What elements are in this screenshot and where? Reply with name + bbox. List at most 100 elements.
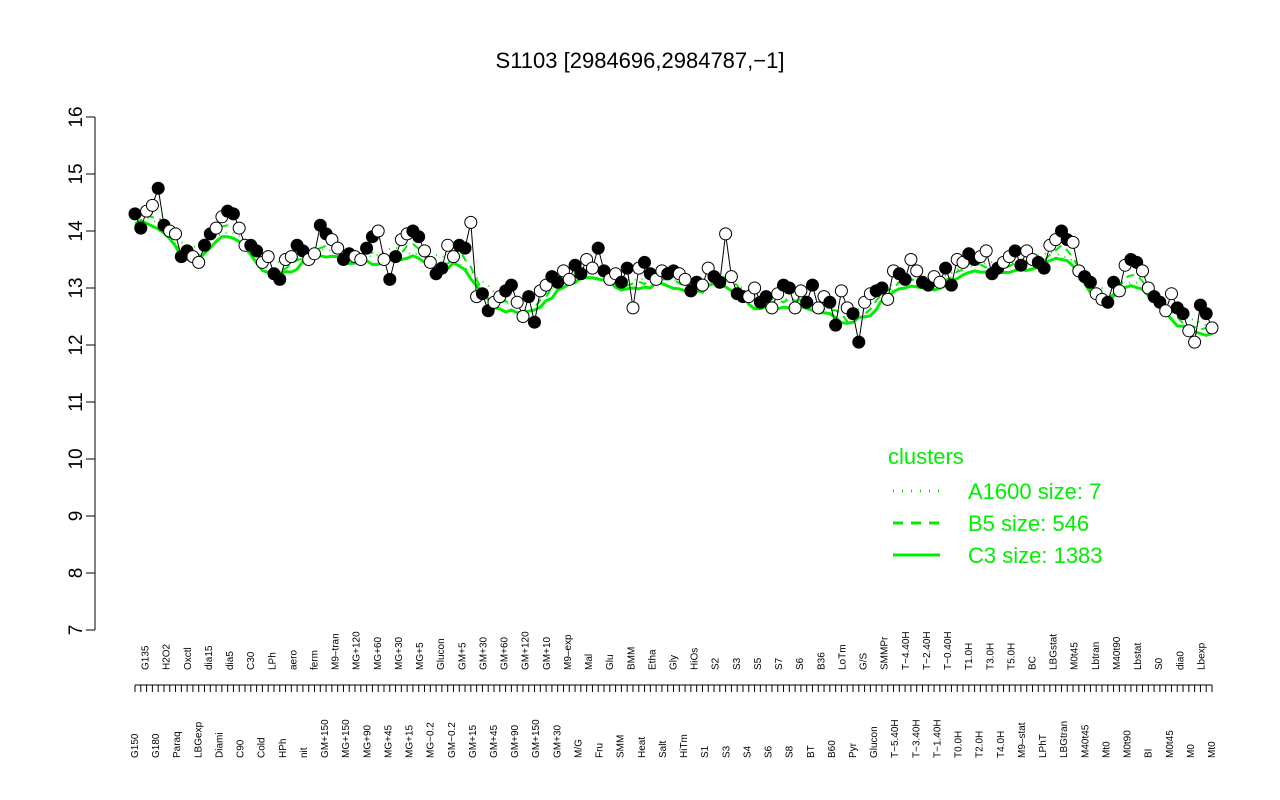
x-tick-label: S0: [1154, 657, 1165, 670]
x-tick-label: MG+150: [341, 719, 352, 758]
x-tick-label: MG+30: [394, 636, 405, 670]
y-tick-label: 12: [66, 334, 87, 355]
data-point: [354, 253, 368, 266]
x-tick-label: SMM: [616, 735, 627, 758]
x-tick-label: T−0.40H: [943, 631, 954, 670]
data-point: [1188, 335, 1202, 349]
x-tick-label: S8: [785, 745, 796, 758]
data-point: [1205, 321, 1219, 335]
data-point: [528, 315, 541, 329]
x-tick-label: MG+15: [405, 724, 416, 758]
x-tick-label: HiTm: [679, 734, 690, 758]
x-tick-label: M9–exp: [563, 634, 574, 670]
x-tick-label: M0t45: [1070, 642, 1081, 670]
data-point: [1037, 261, 1051, 275]
x-tick-label: S2: [711, 657, 722, 670]
x-tick-label: GM+90: [510, 724, 521, 758]
data-point: [250, 244, 264, 258]
data-point: [192, 255, 206, 269]
data-point: [811, 301, 825, 315]
data-point: [944, 278, 958, 292]
x-tick-label: T0.0H: [954, 731, 965, 758]
x-tick-label: Lbtran: [1091, 642, 1102, 670]
data-point: [834, 284, 848, 298]
x-tick-label: Oxctl: [183, 647, 194, 670]
x-tick-label: M0t90: [1123, 730, 1134, 758]
x-tick-label: Glu: [605, 654, 616, 670]
data-point: [145, 198, 159, 212]
data-point: [261, 250, 275, 264]
data-point: [1159, 304, 1173, 318]
data-point: [134, 221, 148, 235]
x-tick-label: BT: [806, 745, 817, 758]
x-tick-label: MG+60: [373, 636, 384, 670]
x-tick-label: GM−0.2: [447, 722, 458, 758]
x-tick-label: Mal: [584, 654, 595, 670]
x-tick-label: C30: [246, 651, 257, 670]
x-tick-label: G/S: [859, 652, 870, 670]
x-tick-label: Mt0: [1207, 741, 1218, 758]
x-tick-label: T4.0H: [996, 731, 1007, 758]
x-tick-label: Diami: [214, 732, 225, 758]
x-tick-label: Pyr: [848, 742, 859, 758]
data-point: [331, 241, 345, 255]
x-tick-label: Heat: [637, 737, 648, 758]
x-tick-label: LoTm: [837, 644, 848, 670]
data-point: [522, 290, 536, 304]
legend-title: clusters: [888, 444, 964, 469]
y-tick-label: 8: [66, 568, 87, 579]
data-point: [719, 227, 733, 241]
x-tick-label: Cold: [257, 737, 268, 758]
data-point: [510, 295, 524, 309]
data-point: [591, 241, 605, 255]
legend-entry-b5: B5 size: 546: [968, 511, 1089, 536]
data-point: [1112, 284, 1126, 298]
x-tick-label: S1: [700, 745, 711, 758]
data-point: [128, 207, 142, 221]
data-point: [435, 261, 449, 275]
data-point: [1136, 264, 1149, 278]
data-point: [551, 275, 565, 289]
x-tick-label: M0t45: [1165, 730, 1176, 758]
x-tick-label: T3.0H: [985, 643, 996, 670]
x-tick-label: M9–tran: [331, 633, 342, 670]
x-tick-label: G150: [130, 733, 141, 758]
data-point: [898, 272, 912, 286]
data-point: [412, 230, 426, 244]
data-point: [371, 224, 385, 238]
x-tick-label: Lbstat: [1133, 643, 1144, 670]
data-point: [198, 238, 211, 252]
x-tick-label: LBGtran: [1059, 721, 1070, 758]
data-point: [852, 335, 866, 349]
x-tick-label: Salt: [658, 741, 669, 758]
data-point: [377, 253, 391, 266]
x-axis: G150 G135 G180 H2O2 Paraq Oxctl LBGexp dia15 Dia…: [130, 631, 1218, 758]
data-point: [620, 261, 634, 275]
x-tick-label: nit: [299, 747, 310, 758]
data-point: [823, 295, 837, 309]
data-point: [800, 295, 814, 309]
x-tick-label: Fru: [595, 743, 606, 758]
x-tick-label: S6: [764, 745, 775, 758]
y-tick-label: 7: [66, 625, 87, 636]
x-tick-label: T−3.40H: [911, 719, 922, 758]
x-tick-label: MG−0.2: [426, 722, 437, 758]
data-point: [1066, 235, 1080, 249]
x-tick-label: C90: [236, 739, 247, 758]
x-tick-label: T−2.40H: [922, 631, 933, 670]
x-tick-label: GM+60: [500, 636, 511, 670]
data-point: [696, 278, 709, 292]
data-point: [169, 227, 182, 241]
x-tick-label: MG+120: [352, 631, 363, 670]
data-point: [423, 255, 437, 269]
y-tick-label: 15: [66, 163, 87, 184]
x-tick-label: BMM: [626, 647, 637, 670]
x-tick-label: Paraq: [172, 731, 183, 758]
x-tick-label: HPh: [278, 739, 289, 758]
data-point: [574, 267, 588, 281]
x-tick-label: S5: [753, 657, 764, 670]
data-point: [1083, 275, 1097, 289]
data-point: [881, 292, 895, 306]
data-point: [308, 247, 321, 261]
